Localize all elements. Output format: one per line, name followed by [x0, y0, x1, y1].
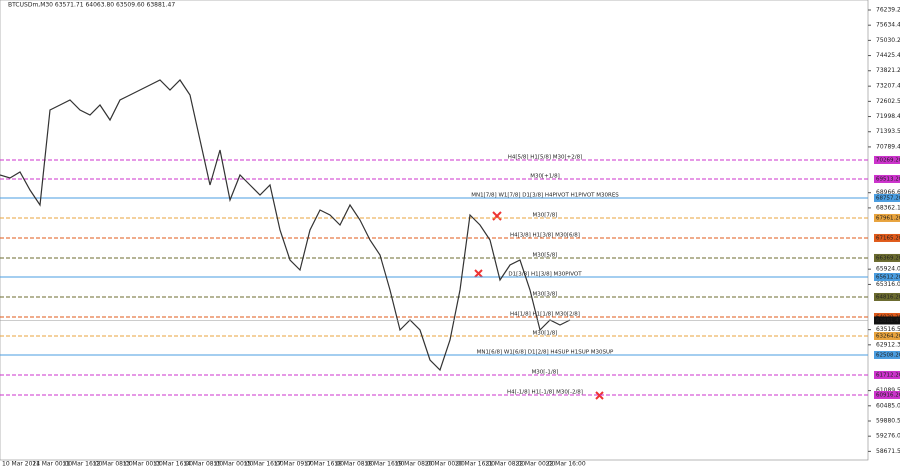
x-tick-label: 22 Mar 00:00 [515, 461, 555, 468]
x-marker [474, 269, 483, 278]
last-price-box [874, 316, 900, 325]
price-box-label: 67165.20 [876, 235, 900, 241]
y-tick-label: 65924.00 [876, 266, 900, 273]
price-box-label: 63264.20 [876, 333, 900, 339]
price-box-label: 66369.20 [876, 255, 900, 261]
y-tick-label: 68362.10 [876, 204, 900, 211]
x-tick-label: 17 Mar 16:00 [304, 461, 344, 468]
price-box [874, 193, 900, 202]
y-tick-label: 74425.40 [876, 52, 900, 59]
x-marker [595, 391, 604, 400]
y-tick-label: 73821.20 [876, 67, 900, 74]
price-box [874, 233, 900, 242]
y-tick-label: 59276.00 [876, 433, 900, 440]
y-tick-label: 73207.40 [876, 83, 900, 90]
x-tick-label: 13 Mar 00:00 [123, 461, 163, 468]
level-label: M30[5/8] [533, 252, 558, 258]
price-box [874, 331, 900, 340]
y-tick-label: 65316.00 [876, 281, 900, 288]
x-tick-label: 20 Mar 16:00 [455, 461, 495, 468]
y-tick-label: 75634.40 [876, 22, 900, 29]
x-tick-label: 22 Mar 16:00 [546, 461, 586, 468]
x-tick-label: 20 Mar 00:00 [425, 461, 465, 468]
y-tick-label: 63516.50 [876, 326, 900, 333]
level-label: H4[3/8] H1[3/8] M30[6/8] [510, 232, 580, 238]
y-tick-label: 75030.20 [876, 37, 900, 44]
x-tick-label: 15 Mar 00:00 [213, 461, 253, 468]
x-tick-label: 14 Mar 08:00 [183, 461, 223, 468]
plot-frame [0, 0, 869, 461]
price-box-label: 68757.20 [876, 195, 900, 201]
y-tick-label: 71393.50 [876, 128, 900, 135]
x-tick-label: 17 Mar 09:00 [274, 461, 314, 468]
y-tick-label: 68966.60 [876, 189, 900, 196]
x-tick-label: 19 Mar 08:00 [395, 461, 435, 468]
y-tick-label: 58671.50 [876, 448, 900, 455]
price-box-label: 64816.20 [876, 294, 900, 300]
y-tick-label: 72602.50 [876, 98, 900, 105]
price-box-label: 62508.20 [876, 352, 900, 358]
y-tick-label: 76239.20 [876, 6, 900, 13]
level-label: MN1[6/8] W1[6/8] D1[2/8] H4SUP H1SUP M30… [477, 349, 614, 355]
y-tick-label: 60485.00 [876, 402, 900, 409]
price-box-label: 60916.20 [876, 392, 900, 398]
y-tick-label: 70789.40 [876, 143, 900, 150]
level-label: H4[-1/8] H1[-1/8] M30[-2/8] [507, 389, 583, 395]
price-box [874, 155, 900, 164]
level-label: H4[5/8] H1[5/8] M30[+2/8] [508, 154, 583, 160]
x-tick-label: 12 Mar 08:00 [93, 461, 133, 468]
price-box [874, 272, 900, 281]
x-tick-label: 21 Mar 08:00 [485, 461, 525, 468]
level-label: H4[1/8] H1[1/8] M30[2/8] [510, 311, 580, 317]
level-label: M30[1/8] [533, 330, 558, 336]
x-tick-label: 13 Mar 16:00 [153, 461, 193, 468]
y-tick-label: 62912.30 [876, 341, 900, 348]
level-label: M30[3/8] [533, 291, 558, 297]
x-tick-label: 18 Mar 16:00 [364, 461, 404, 468]
x-tick-label: 15 Mar 16:00 [244, 461, 284, 468]
level-label: D1[3/8] H1[3/8] M30PIVOT [508, 271, 582, 277]
price-box-label: 61712.20 [876, 372, 900, 378]
price-box [874, 253, 900, 262]
chart-header: BTCUSDm,M30 63571.71 64063.80 63509.60 6… [8, 2, 175, 9]
price-box [874, 292, 900, 301]
y-tick-label: 61089.50 [876, 387, 900, 394]
x-tick-label: 11 Mar 16:00 [62, 461, 102, 468]
price-box [874, 370, 900, 379]
x-marker [492, 211, 502, 221]
level-label: M30[+1/8] [530, 173, 560, 179]
x-tick-label: 18 Mar 08:00 [334, 461, 374, 468]
x-tick-label: 10 Mar 2024 [2, 461, 40, 468]
price-box-label: 69513.20 [876, 176, 900, 182]
price-box [874, 350, 900, 359]
price-line [0, 79, 571, 372]
level-label: M30[-1/8] [532, 369, 559, 375]
x-tick-label: 11 Mar 00:00 [32, 461, 72, 468]
price-box [874, 213, 900, 222]
markers [474, 211, 604, 400]
price-box [874, 390, 900, 399]
price-box-label: 67961.20 [876, 215, 900, 221]
level-label: M30[7/8] [533, 212, 558, 218]
last-price-label: 63881.47 [876, 318, 900, 324]
y-tick-label: 71998.40 [876, 113, 900, 120]
y-tick-label: 59880.50 [876, 417, 900, 424]
price-box-label: 70269.20 [876, 157, 900, 163]
level-label: MN1[7/8] W1[7/8] D1[3/8] H4PIVOT H1PIVOT… [471, 192, 619, 198]
price-box [874, 174, 900, 183]
price-box-label: 65612.20 [876, 274, 900, 280]
